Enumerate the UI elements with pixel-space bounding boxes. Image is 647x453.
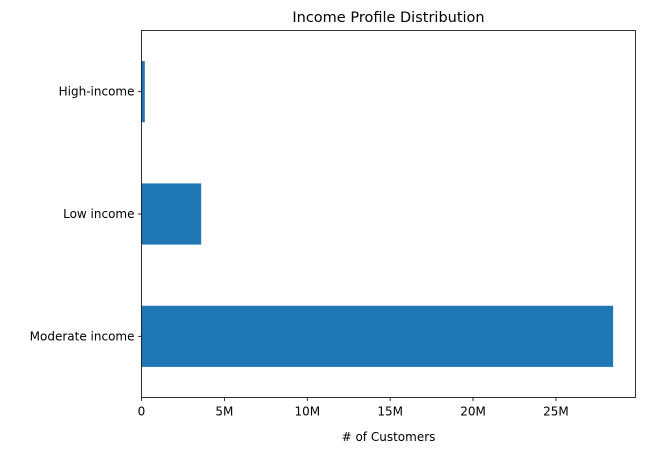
y-tick-label: Low income [63,207,134,221]
x-tick-label: 25M [543,405,569,419]
x-axis-label: # of Customers [342,430,436,444]
chart-title: Income Profile Distribution [292,10,484,26]
y-tick-label: Moderate income [30,329,135,343]
x-tick-label: 20M [460,405,486,419]
bar-moderate-income [141,305,614,367]
bar-high-income [141,61,145,123]
x-tick-label: 15M [377,405,403,419]
x-tick-label: 0 [138,405,146,419]
y-tick-label: High-income [59,85,135,99]
x-tick-label: 5M [215,405,233,419]
bar-low-income [141,183,202,245]
x-tick-label: 10M [294,405,320,419]
